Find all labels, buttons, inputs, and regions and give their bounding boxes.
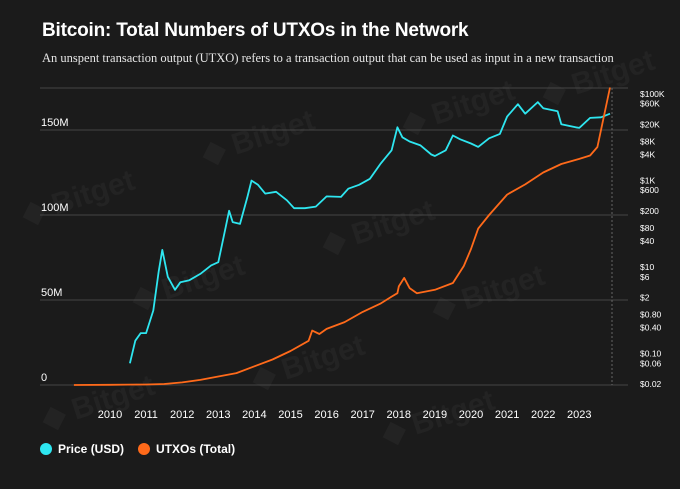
legend-utxo: UTXOs (Total): [138, 442, 235, 456]
x-tick-label: 2012: [170, 409, 194, 421]
y-left-tick-label: 0: [41, 372, 47, 384]
x-tick-label: 2014: [242, 409, 266, 421]
y-right-tick-label: $0.10: [640, 349, 662, 359]
y-right-tick-label: $600: [640, 185, 659, 195]
utxo-line: [73, 87, 611, 386]
x-tick-label: 2020: [459, 409, 483, 421]
legend-utxo-label: UTXOs (Total): [156, 442, 236, 456]
price-line: [129, 101, 611, 364]
x-tick-label: 2016: [314, 409, 338, 421]
x-tick-label: 2022: [531, 409, 555, 421]
x-tick-label: 2017: [350, 409, 374, 421]
y-left-tick-label: 150M: [41, 117, 69, 129]
y-right-tick-label: $10: [640, 262, 654, 272]
x-tick-label: 2011: [134, 409, 158, 421]
chart-title: Bitcoin: Total Numbers of UTXOs in the N…: [42, 20, 469, 41]
y-right-tick-label: $200: [640, 206, 659, 216]
x-tick-label: 2018: [387, 409, 411, 421]
y-right-tick-label: $4K: [640, 150, 655, 160]
y-right-tick-label: $60K: [640, 99, 660, 109]
y-right-tick-label: $20K: [640, 119, 660, 129]
legend-price-label: Price (USD): [58, 442, 125, 456]
x-tick-label: 2010: [98, 409, 122, 421]
legend-price: Price (USD): [40, 442, 124, 456]
y-right-tick-label: $0.80: [640, 310, 662, 320]
legend-utxo-swatch: [138, 443, 150, 455]
y-right-tick-label: $0.40: [640, 323, 662, 333]
x-tick-label: 2023: [567, 409, 591, 421]
y-right-tick-label: $1K: [640, 176, 655, 186]
y-left-tick-label: 100M: [41, 202, 69, 214]
legend-price-swatch: [40, 443, 52, 455]
x-tick-label: 2013: [206, 409, 230, 421]
y-right-tick-label: $80: [640, 223, 654, 233]
y-right-tick-label: $100K: [640, 89, 665, 99]
chart-subtitle: An unspent transaction output (UTXO) ref…: [42, 51, 614, 65]
y-right-tick-label: $6: [640, 272, 650, 282]
y-right-tick-label: $0.06: [640, 358, 662, 368]
y-left-tick-label: 50M: [41, 287, 62, 299]
y-right-tick-label: $0.02: [640, 379, 662, 389]
y-right-tick-label: $40: [640, 236, 654, 246]
y-right-tick-label: $2: [640, 292, 650, 302]
x-tick-label: 2021: [495, 409, 519, 421]
x-tick-label: 2015: [278, 409, 302, 421]
x-tick-label: 2019: [423, 409, 447, 421]
y-right-tick-label: $8K: [640, 136, 655, 146]
